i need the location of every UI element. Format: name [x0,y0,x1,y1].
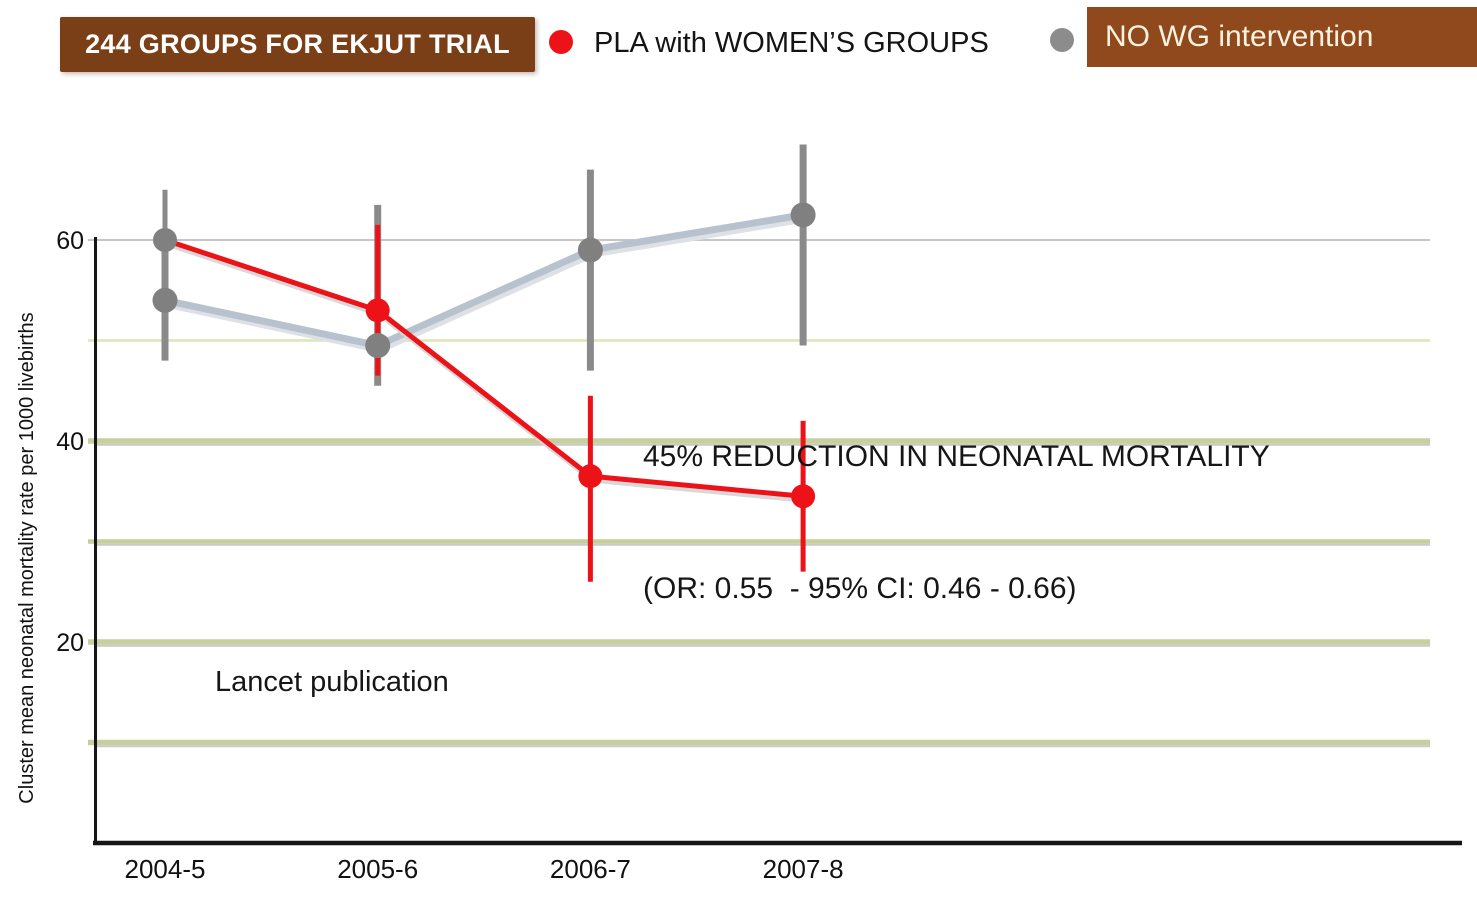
data-point [365,298,390,323]
legend-label-nowg: NO WG intervention [1105,20,1374,53]
series-line [164,237,804,499]
legend-label-pla: PLA with WOMEN’S GROUPS [594,27,989,59]
data-point [153,228,177,252]
legend-gray-dot-icon [1050,28,1074,52]
x-tick-label: 2006-7 [550,854,631,884]
data-point [791,484,816,509]
legend-nowg-box: NO WG intervention [1087,7,1477,67]
series-line-shadow [166,213,806,354]
y-axis-title: Cluster mean neonatal mortality rate per… [16,312,38,804]
data-point [578,464,603,489]
reduction-annotation-line1: 45% REDUCTION IN NEONATAL MORTALITY [643,440,1270,473]
x-tick-label: 2004-5 [125,854,206,884]
reduction-annotation: 45% REDUCTION IN NEONATAL MORTALITY (OR:… [643,347,1270,655]
y-tick-label: 60 [56,227,84,255]
x-tick-label: 2007-8 [763,854,844,884]
y-tick-label: 40 [56,428,84,456]
trial-title-label: 244 GROUPS FOR EKJUT TRIAL [85,29,510,59]
reduction-annotation-line2: (OR: 0.55 - 95% CI: 0.46 - 0.66) [643,572,1077,605]
y-tick-label: 20 [56,629,84,657]
data-point [365,333,391,359]
data-point [577,237,603,263]
trial-title-box: 244 GROUPS FOR EKJUT TRIAL [60,17,535,72]
data-point [152,287,178,313]
series-line [164,211,804,350]
legend-red-dot-icon [549,30,573,54]
lancet-note: Lancet publication [215,666,449,698]
x-tick-label: 2005-6 [337,854,418,884]
data-point [790,202,816,228]
